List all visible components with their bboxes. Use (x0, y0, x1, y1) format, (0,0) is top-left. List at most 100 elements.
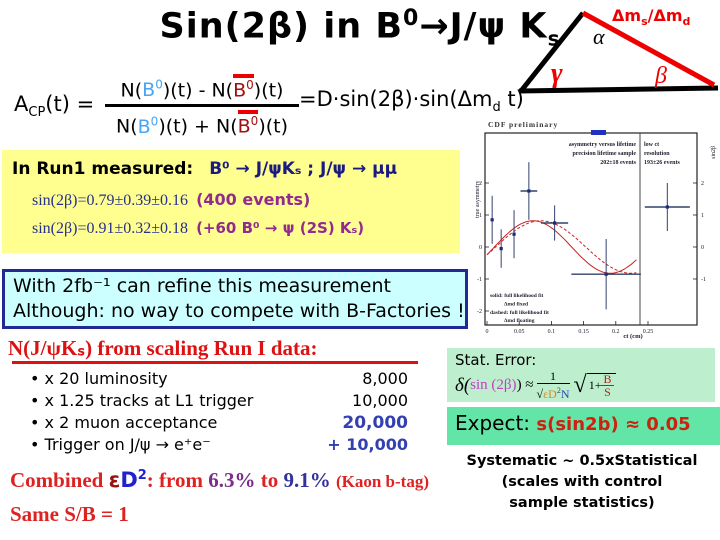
bullet-icon: • (30, 435, 40, 454)
title-mid: →J/ψ K (419, 6, 548, 47)
acp-a: A (14, 92, 29, 116)
rhs-text: =D·sin(2β)·sin(Δm (299, 87, 493, 111)
combined-word: Combined (10, 468, 109, 492)
plot-x-axis-label: ct (cm) (623, 333, 642, 340)
systematic-note: Systematic ~ 0.5xStatistical (scales wit… (448, 451, 716, 514)
svg-text:202±18 events: 202±18 events (600, 160, 636, 166)
svg-text:-1: -1 (477, 277, 482, 283)
frac-numerator: 1 (536, 370, 570, 384)
svg-text:precision lifetime sample: precision lifetime sample (572, 151, 636, 157)
value-before: 6.3% (208, 468, 256, 492)
plot-y-axis-label: true asymmetry (475, 181, 481, 219)
num-text: N( (120, 79, 143, 102)
run1-header-line: In Run1 measured: B⁰ → J/ψKₛ ; J/ψ → μμ (12, 159, 397, 179)
den-text: N( (115, 115, 138, 138)
scaling-heading-underline (12, 361, 418, 364)
rhs-dmd-sub: d (492, 100, 501, 116)
b0bar-meson: B0 (237, 110, 259, 136)
den-tail-text: )(t) (258, 115, 288, 138)
num-tail-text: )(t) (253, 79, 284, 102)
kaon-btag-note: (Kaon b-tag) (335, 472, 429, 491)
svg-text:solid: full likelihood fit: solid: full likelihood fit (490, 293, 543, 299)
triangle-hypotenuse (581, 10, 716, 88)
plot-ticks: 0 0.05 0.1 0.15 0.2 0.25 2 1 0 -1 -2 2 1 0 -1 (477, 181, 706, 335)
slide-title: Sin(2β) in B0→J/ψ Ks (130, 6, 590, 51)
b0bar-meson: B0 (233, 74, 254, 100)
svg-text:0.1: 0.1 (548, 329, 556, 335)
plot-fit-curves (486, 220, 637, 274)
plot-top-blue-marker (591, 130, 606, 135)
acp-cp-sub: CP (28, 105, 46, 121)
run1-label: In Run1 measured: (12, 159, 194, 179)
epsilon-symbol: ε (108, 468, 121, 492)
title-ks-sub: s (547, 26, 561, 51)
sqrt-symbol: √ (573, 372, 587, 398)
plot-right-axis-label: sin2β (711, 146, 717, 159)
refine-line-1: With 2fb⁻¹ can refine this measurement (13, 275, 391, 297)
angle-beta-label: β (654, 63, 667, 89)
list-item: • x 1.25 tracks at L1 trigger 10,000 (30, 391, 408, 413)
svg-text:0: 0 (479, 245, 482, 251)
b0-letter: B (142, 79, 156, 102)
expect-value: s(sin2b) ≈ 0.05 (536, 414, 691, 435)
item-text: x 2 muon acceptance (44, 413, 218, 432)
svg-text:1: 1 (701, 213, 704, 219)
plot-data-points (490, 162, 690, 310)
svg-text:2: 2 (701, 181, 704, 187)
item-text: x 20 luminosity (44, 369, 168, 388)
measurement-note: (+60 B⁰ → ψ (2S) Kₛ) (196, 219, 365, 237)
expect-box: Expect: s(sin2b) ≈ 0.05 (447, 407, 720, 445)
b0-meson: B0 (137, 114, 159, 138)
scaling-list: • x 20 luminosity 8,000 • x 1.25 tracks … (30, 369, 408, 457)
item-value: 20,000 (342, 413, 408, 433)
bullet-icon: • (30, 369, 40, 388)
measurement-note: (400 events) (196, 190, 311, 209)
num-mid-text: )(t) - N( (162, 79, 234, 102)
refine-line-2: Although: no way to compete with B-Facto… (13, 300, 465, 322)
b0-sup: 0 (155, 78, 163, 92)
svg-text:resolution: resolution (644, 151, 670, 157)
b0bar-letter: B (237, 115, 251, 138)
measurement-value: sin(2β)=0.79±0.39±0.16 (32, 192, 189, 209)
sqrt-symbol: √ (536, 387, 544, 401)
d2-symbol: D2 (120, 468, 146, 492)
sin2b-measurement-2: sin(2β)=0.91±0.32±0.18 (+60 B⁰ → ψ (2S) K… (32, 218, 364, 238)
item-label: • x 1.25 tracks at L1 trigger (30, 391, 253, 410)
bullet-icon: • (30, 413, 40, 432)
b0bar-sup: 0 (246, 78, 254, 92)
acp-lhs-tail: (t) = (45, 92, 95, 116)
b0bar-sup: 0 (250, 114, 259, 129)
combined-ed2-line: Combined εD2: from 6.3% to 9.1% (Kaon b-… (10, 468, 429, 493)
one-plus-b-over-s: 1+ B S (586, 373, 616, 399)
svg-text:dashed: full likelihood fit: dashed: full likelihood fit (490, 310, 549, 316)
dmd-text: /Δm (647, 6, 683, 25)
title-b0-sup: 0 (403, 6, 420, 31)
item-label: • Trigger on J/ψ → e⁺e⁻ (30, 435, 211, 454)
combined-from: : from (146, 468, 209, 492)
approx-symbol: ) ≈ (516, 377, 534, 393)
angle-alpha-label: α (593, 24, 605, 49)
list-item: • x 20 luminosity 8,000 (30, 369, 408, 391)
frac-denominator: √εD2N (537, 384, 570, 401)
item-text: Trigger on J/ψ → e⁺e⁻ (44, 435, 211, 454)
rhs-tail: t) (500, 87, 524, 111)
stat-error-box: Stat. Error: δ(sin (2β)) ≈ 1 √εD2N √ 1+ B S (447, 348, 715, 402)
svg-text:Δmd fixed: Δmd fixed (504, 301, 528, 307)
stat-error-label: Stat. Error: (455, 351, 537, 369)
systematic-line-3: sample statistics) (509, 495, 655, 511)
stat-error-formula: δ(sin (2β)) ≈ 1 √εD2N √ 1+ B S (455, 370, 707, 401)
d-squared-sup: 2 (556, 386, 561, 395)
delta-symbol: δ( (455, 374, 471, 396)
d-letter: D (120, 468, 138, 492)
s-term: S (604, 385, 611, 399)
acp-formula-fraction: N(B0)(t) - N(B0)(t) N(B0)(t) + N(B0)(t) (103, 72, 301, 140)
svg-text:0: 0 (486, 329, 489, 335)
run1-decay-mode: B⁰ → J/ψKₛ ; J/ψ → μμ (209, 159, 398, 179)
b0-letter: B (137, 115, 151, 138)
measurement-value: sin(2β)=0.91±0.32±0.18 (32, 220, 189, 237)
acp-numerator: N(B0)(t) - N(B0)(t) (103, 72, 301, 103)
svg-text:193±26 events: 193±26 events (644, 160, 680, 166)
title-text: Sin(2β) in B (159, 6, 404, 47)
unitarity-triangle: α γ β (518, 10, 719, 94)
